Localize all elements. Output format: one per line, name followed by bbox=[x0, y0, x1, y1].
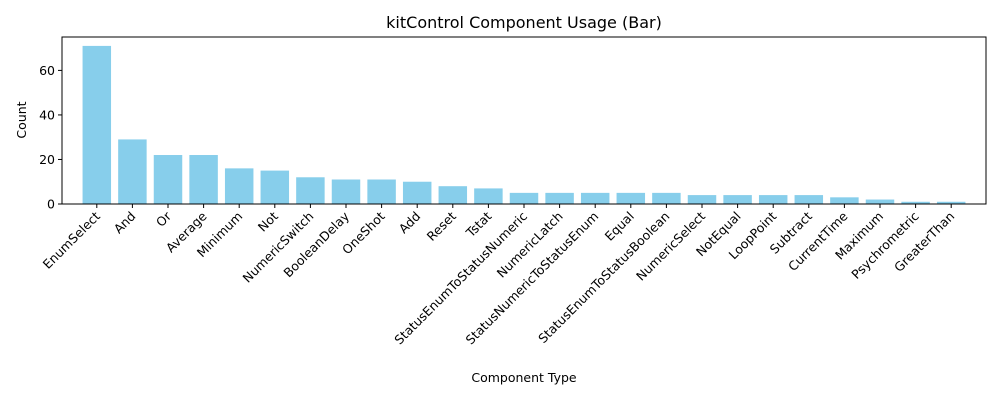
bars-group bbox=[82, 45, 966, 204]
chart-title: kitControl Component Usage (Bar) bbox=[386, 13, 662, 32]
bar-Or bbox=[153, 155, 183, 204]
bar-Equal bbox=[616, 192, 646, 204]
bar-Tstat bbox=[474, 188, 503, 204]
bar-Psychrometric bbox=[901, 201, 930, 204]
bar-OneShot bbox=[367, 179, 396, 204]
bar-Reset bbox=[438, 186, 468, 204]
bar-Subtract bbox=[794, 195, 824, 204]
bar-EnumSelect bbox=[82, 45, 112, 204]
y-axis: 0 20 40 60 bbox=[39, 63, 62, 212]
bar-Not bbox=[260, 170, 290, 204]
y-axis-label: Count bbox=[14, 101, 29, 138]
y-tick-label: 60 bbox=[39, 63, 55, 78]
bar-NumericLatch bbox=[545, 192, 574, 204]
bar-CurrentTime bbox=[830, 197, 859, 204]
x-axis-label: Component Type bbox=[471, 370, 577, 385]
x-tick-label: Reset bbox=[424, 208, 459, 243]
bar-StatusNumericToStatusEnum bbox=[580, 192, 610, 204]
bar-NumericSwitch bbox=[296, 177, 325, 204]
bar-GreaterThan bbox=[936, 201, 966, 204]
bar-Average bbox=[189, 155, 218, 204]
x-tick-label: EnumSelect bbox=[40, 208, 103, 271]
y-tick-label: 20 bbox=[39, 152, 55, 167]
bar-Add bbox=[402, 181, 432, 204]
bar-StatusEnumToStatusBoolean bbox=[652, 192, 681, 204]
x-tick-label: And bbox=[111, 209, 139, 237]
bar-StatusEnumToStatusNumeric bbox=[509, 192, 539, 204]
bar-NumericSelect bbox=[687, 195, 717, 204]
x-tick-label: Not bbox=[255, 208, 281, 234]
x-tick-label: Or bbox=[153, 208, 175, 230]
x-tick-label: Tstat bbox=[462, 208, 494, 240]
bar-Minimum bbox=[224, 168, 254, 204]
bar-NotEqual bbox=[723, 195, 752, 204]
bar-And bbox=[118, 139, 147, 204]
bar-Maximum bbox=[865, 199, 895, 204]
y-tick-label: 40 bbox=[39, 107, 55, 122]
bar-BooleanDelay bbox=[331, 179, 361, 204]
x-tick-label: Add bbox=[396, 209, 424, 237]
y-tick-label: 0 bbox=[47, 197, 55, 212]
bar-LoopPoint bbox=[758, 195, 788, 204]
